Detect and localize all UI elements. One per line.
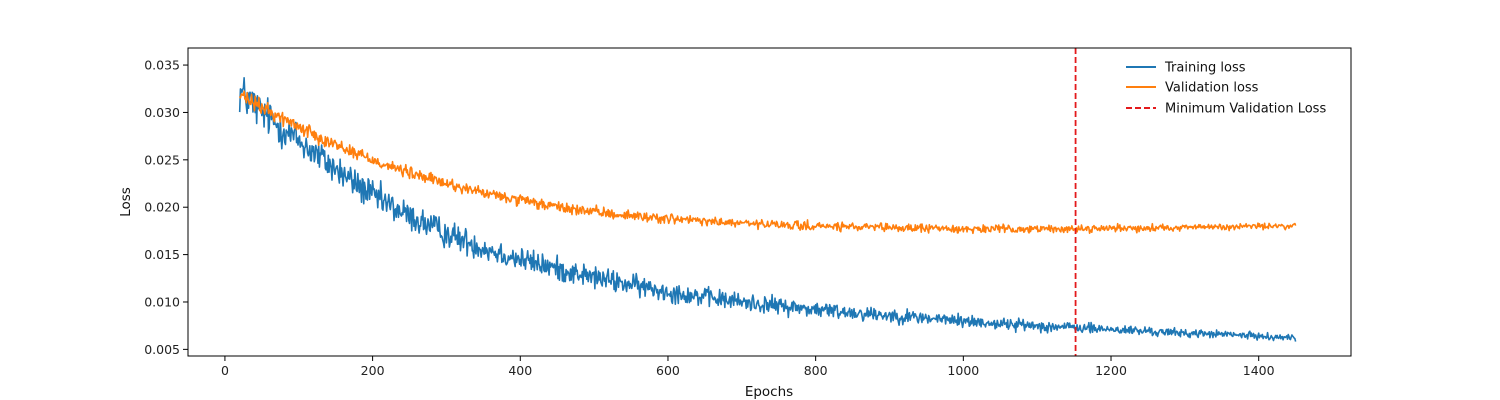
y-tick-label: 0.020 <box>144 200 180 215</box>
legend-min-val-label: Minimum Validation Loss <box>1165 102 1326 117</box>
x-tick-label: 200 <box>361 363 385 378</box>
y-tick-label: 0.025 <box>144 152 180 167</box>
plot-frame <box>187 47 1352 357</box>
series-line-training-loss <box>238 77 1297 342</box>
plot-layer <box>238 48 1297 356</box>
x-axis-label: Epochs <box>745 384 793 400</box>
x-tick-label: 1400 <box>1243 363 1275 378</box>
x-tick-label: 0 <box>221 363 229 378</box>
y-tick-label: 0.030 <box>144 105 180 120</box>
legend-training-label: Training loss <box>1164 61 1246 76</box>
x-tick-label: 1200 <box>1095 363 1127 378</box>
x-tick-label: 800 <box>804 363 828 378</box>
y-tick-label: 0.035 <box>144 58 180 73</box>
axes-layer: 0 200 400 600 800 1000 1200 1400 0.005 0.010 0.015… <box>144 58 1274 378</box>
y-tick-label: 0.010 <box>144 294 180 309</box>
legend-validation-label: Validation loss <box>1165 81 1259 96</box>
x-tick-label: 1000 <box>947 363 979 378</box>
y-tick-label: 0.015 <box>144 247 180 262</box>
y-tick-label: 0.005 <box>144 342 180 357</box>
y-axis-label: Loss <box>118 187 134 217</box>
x-tick-label: 600 <box>656 363 680 378</box>
series-line-validation-loss <box>238 90 1297 235</box>
x-tick-label: 400 <box>508 363 532 378</box>
legend: Training loss Validation loss Minimum Va… <box>1126 61 1326 117</box>
